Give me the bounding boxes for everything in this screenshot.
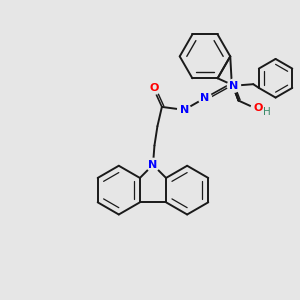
Circle shape: [227, 79, 241, 92]
Text: O: O: [253, 103, 262, 113]
Circle shape: [198, 92, 212, 104]
Text: N: N: [180, 105, 189, 115]
Circle shape: [251, 101, 264, 115]
Circle shape: [146, 158, 160, 171]
Text: N: N: [229, 81, 239, 91]
Text: H: H: [263, 106, 271, 116]
Circle shape: [148, 81, 161, 94]
Text: N: N: [148, 160, 158, 170]
Text: O: O: [150, 82, 159, 93]
Circle shape: [178, 103, 191, 116]
Text: N: N: [200, 93, 210, 103]
